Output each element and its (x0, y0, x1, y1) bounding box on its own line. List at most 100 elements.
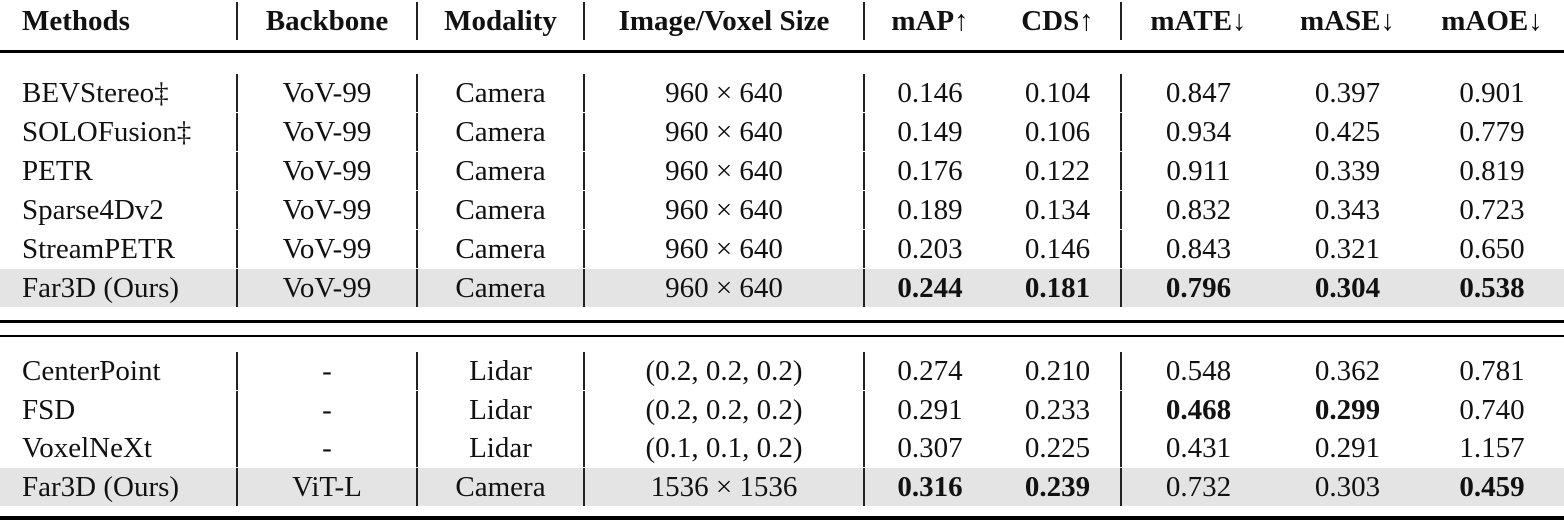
table-cell: Lidar (418, 390, 585, 429)
table-cell: 0.299 (1314, 393, 1381, 426)
header-cell: mATE↓ (1150, 5, 1247, 37)
table-cell: 0.740 (1459, 393, 1525, 426)
table-cell: VoV-99 (238, 191, 418, 229)
table-cell: Camera (418, 269, 585, 307)
table-cell: PETR (0, 152, 238, 190)
table-cell: (0.2, 0.2, 0.2) (585, 390, 865, 429)
table-cell: 0.303 (1314, 470, 1381, 503)
table-cell: 0.146 (897, 77, 963, 109)
table-cell: 0.307 (897, 432, 963, 464)
table-cell: 0.459 (1459, 470, 1525, 503)
table-cell: FSD (0, 390, 238, 429)
table-cell: 0.233 (995, 390, 1122, 429)
table-cell: VoV-99 (238, 152, 418, 190)
table-row: FSD - Lidar (0.2, 0.2, 0.2) 0.291 0.233 0.468 0… (0, 390, 1564, 429)
table-cell: 0.181 (995, 269, 1122, 307)
table-cell: Camera (418, 113, 585, 151)
table-cell: 0.239 (995, 467, 1122, 506)
table-row: StreamPETR VoV-99 Camera 960 × 640 0.203 0.14… (0, 230, 1564, 268)
table-cell: VoV-99 (238, 230, 418, 268)
table-cell: ViT-L (238, 467, 418, 506)
table-cell: 0.316 (897, 470, 963, 503)
rule (0, 516, 1564, 520)
table-row: BEVStereo‡ VoV-99 Camera 960 × 640 0.146 0.10… (0, 74, 1564, 112)
header-row: Methods Backbone Modality Image/Voxel Size m… (0, 2, 1564, 40)
table-cell: 0.538 (1459, 272, 1525, 304)
table-cell: 0.901 (1459, 77, 1525, 109)
table-cell: 0.781 (1459, 355, 1525, 387)
table-cell: SOLOFusion‡ (0, 113, 238, 151)
table-cell: 1536 × 1536 (585, 467, 865, 506)
table-cell: StreamPETR (0, 230, 238, 268)
table-cell: 0.225 (995, 429, 1122, 467)
table-cell: 0.431 (1165, 432, 1232, 464)
table-cell: VoxelNeXt (0, 429, 238, 467)
table-cell: 0.548 (1165, 355, 1232, 387)
header-cell: Backbone (238, 2, 418, 40)
header-cell: mAP↑ (891, 5, 969, 37)
table-cell: 0.843 (1165, 233, 1232, 265)
table-cell: 960 × 640 (585, 269, 865, 307)
table-row: PETR VoV-99 Camera 960 × 640 0.176 0.122 0.911… (0, 152, 1564, 190)
table-cell: Lidar (418, 429, 585, 467)
header-cell: Methods (0, 2, 238, 40)
table-cell: BEVStereo‡ (0, 74, 238, 112)
table-cell: 0.343 (1314, 194, 1381, 226)
table-cell: VoV-99 (238, 113, 418, 151)
header-cell: mAOE↓ (1441, 5, 1543, 37)
table-cell: - (238, 352, 418, 390)
rule (0, 320, 1564, 323)
table-cell: 1.157 (1459, 432, 1525, 464)
rule (0, 50, 1564, 53)
table-cell: Sparse4Dv2 (0, 191, 238, 229)
table-row: Far3D (Ours) ViT-L Camera 1536 × 1536 0.316 0… (0, 467, 1564, 506)
table-cell: 0.291 (1314, 432, 1381, 464)
table-cell: Far3D (Ours) (0, 269, 238, 307)
table-cell: 0.650 (1459, 233, 1525, 265)
header-cell: CDS↑ (995, 2, 1122, 40)
table-cell: 960 × 640 (585, 191, 865, 229)
table-cell: 0.847 (1165, 77, 1232, 109)
table-cell: VoV-99 (238, 269, 418, 307)
table-cell: - (238, 429, 418, 467)
table-cell: 0.425 (1314, 116, 1381, 148)
header-cell: mASE↓ (1299, 5, 1396, 37)
header-cell: Image/Voxel Size (585, 2, 865, 40)
table-cell: 0.106 (995, 113, 1122, 151)
table-cell: 960 × 640 (585, 74, 865, 112)
table-cell: Camera (418, 191, 585, 229)
table-cell: Camera (418, 230, 585, 268)
table-cell: (0.2, 0.2, 0.2) (585, 352, 865, 390)
table-cell: VoV-99 (238, 74, 418, 112)
table-cell: 0.304 (1314, 272, 1381, 304)
table-cell: 0.104 (995, 74, 1122, 112)
table-cell: 960 × 640 (585, 230, 865, 268)
table-cell: 0.934 (1165, 116, 1232, 148)
table-row: Far3D (Ours) VoV-99 Camera 960 × 640 0.244 0.… (0, 269, 1564, 307)
table-cell: 0.796 (1165, 272, 1232, 304)
table-cell: 0.122 (995, 152, 1122, 190)
table-cell: 960 × 640 (585, 113, 865, 151)
table-cell: 0.397 (1314, 77, 1381, 109)
table-cell: 0.832 (1165, 194, 1232, 226)
table-cell: 0.339 (1314, 155, 1381, 187)
table-cell: Far3D (Ours) (0, 467, 238, 506)
table-row: CenterPoint - Lidar (0.2, 0.2, 0.2) 0.274 0.2… (0, 352, 1564, 390)
table-cell: 0.291 (897, 393, 963, 426)
table-cell: 0.723 (1459, 194, 1525, 226)
table-cell: - (238, 390, 418, 429)
table-row: VoxelNeXt - Lidar (0.1, 0.1, 0.2) 0.307 0.225… (0, 429, 1564, 467)
table-cell: 0.468 (1165, 393, 1232, 426)
table-cell: 0.274 (897, 355, 963, 387)
table-cell: Camera (418, 74, 585, 112)
table-cell: 0.146 (995, 230, 1122, 268)
table-cell: 0.732 (1165, 470, 1232, 503)
table-cell: 0.819 (1459, 155, 1525, 187)
table-cell: 0.362 (1314, 355, 1381, 387)
table-cell: 0.203 (897, 233, 963, 265)
table-row: Sparse4Dv2 VoV-99 Camera 960 × 640 0.189 0.13… (0, 191, 1564, 229)
table-cell: 0.321 (1314, 233, 1381, 265)
table-cell: Lidar (418, 352, 585, 390)
table-cell: 0.244 (897, 272, 963, 304)
